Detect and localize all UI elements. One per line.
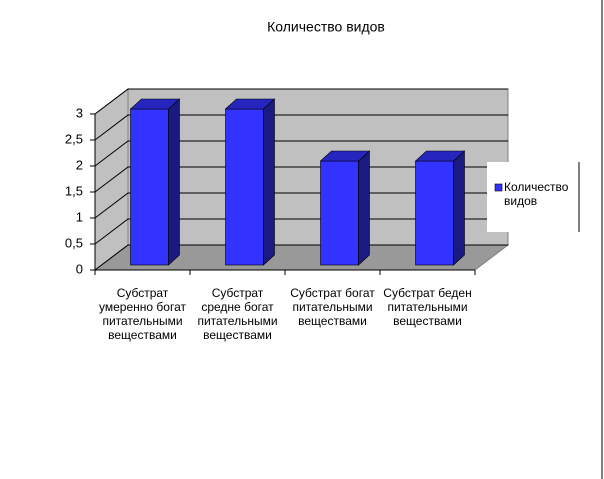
y-tick-label: 1: [76, 209, 83, 224]
bar-front: [225, 108, 264, 266]
y-tick-label: 0: [76, 261, 83, 276]
bar-front: [320, 160, 359, 266]
grid-line: [94, 88, 508, 115]
x-tick-label: Субстрат средне богат питательными вещес…: [197, 286, 278, 342]
grid-line: [94, 244, 508, 271]
chart-title: Количество видов: [267, 19, 385, 35]
bar-side: [358, 150, 370, 266]
bar-side: [168, 98, 180, 266]
y-tick-label: 0,5: [65, 235, 83, 250]
bar-top: [224, 98, 276, 110]
y-tick-label: 2: [76, 157, 83, 172]
legend-box: [487, 162, 579, 232]
bar-side: [453, 150, 465, 266]
grid-line: [94, 218, 508, 245]
y-tick-label: 3: [76, 105, 83, 120]
bar-top: [129, 98, 181, 110]
legend-marker: [494, 183, 503, 192]
bar-front: [415, 160, 454, 266]
y-tick-label: 2,5: [65, 131, 83, 146]
y-tick-label: 1,5: [65, 183, 83, 198]
legend-label: Количество видов: [504, 180, 569, 208]
x-tick-label: Субстрат умеренно богат питательными вещ…: [99, 286, 186, 342]
x-tick-label: Субстрат беден питательными веществами: [383, 286, 472, 328]
grid-line: [94, 166, 508, 193]
grid-line: [94, 140, 508, 167]
bar-top: [319, 150, 371, 162]
bar-side: [263, 98, 275, 266]
bar-front: [130, 108, 169, 266]
bar-top: [414, 150, 466, 162]
grid-line: [94, 192, 508, 219]
x-tick-label: Субстрат богат питательными веществами: [290, 286, 375, 328]
grid-line: [94, 114, 508, 141]
